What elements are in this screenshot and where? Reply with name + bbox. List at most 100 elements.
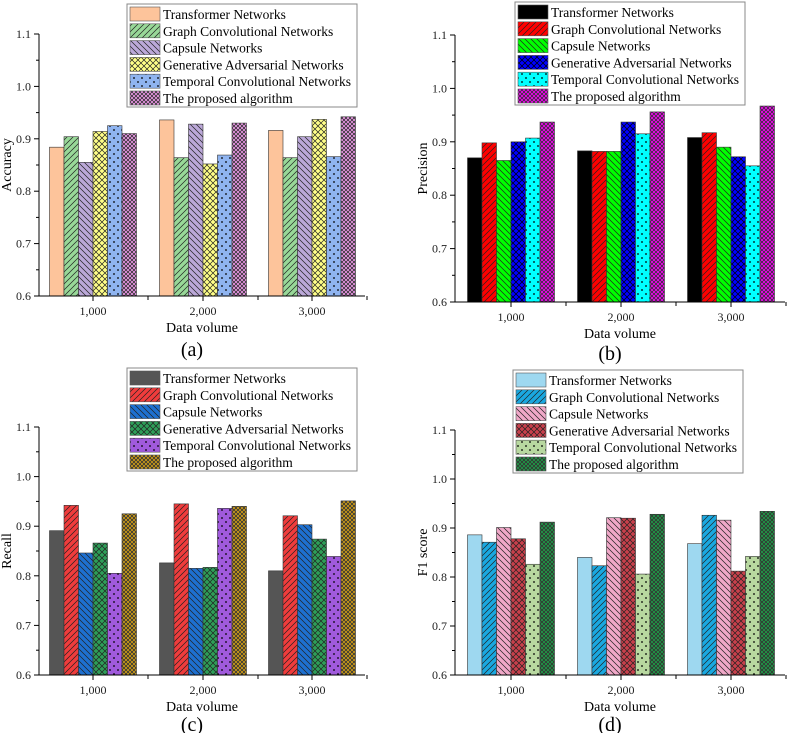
x-tick-label: 3,000 — [718, 310, 745, 324]
legend-swatch — [129, 387, 161, 403]
x-tick-label: 1,000 — [80, 304, 107, 318]
legend-entry: Temporal Convolutional Networks — [163, 74, 351, 89]
bar — [297, 524, 313, 676]
panel-label: (d) — [598, 714, 621, 733]
x-tick-label: 2,000 — [190, 304, 217, 318]
legend-entry: Transformer Networks — [551, 5, 674, 20]
bar — [496, 160, 512, 303]
legend-entry: Capsule Networks — [549, 407, 648, 422]
bar — [759, 105, 775, 303]
bar — [173, 157, 189, 297]
bar — [687, 543, 703, 676]
bar — [649, 513, 665, 676]
bar — [649, 111, 665, 303]
bar — [188, 568, 204, 676]
legend-swatch — [517, 71, 549, 87]
bar — [49, 530, 65, 676]
panel-b: 0.6 0.7 0.8 0.9 1.0 1.1 1,000 2,000 3,000 Data vo… — [416, 1, 787, 365]
y-axis-label: Precision — [416, 142, 431, 194]
y-tick-label: 1.0 — [432, 472, 447, 486]
x-tick-label: 2,000 — [608, 310, 635, 324]
bar — [620, 517, 636, 676]
x-axis-label: Data volume — [584, 327, 656, 342]
legend-swatch — [129, 90, 161, 106]
legend-entry: Transformer Networks — [549, 373, 672, 388]
x-axis-label: Data volume — [584, 700, 656, 715]
bar — [217, 508, 233, 676]
legend-entry: Transformer Networks — [163, 371, 286, 386]
bar — [620, 121, 636, 303]
bar — [730, 156, 746, 303]
legend-box — [126, 367, 358, 472]
legend-entry: Temporal Convolutional Networks — [551, 72, 739, 87]
legend-entry: Generative Adversarial Networks — [163, 421, 344, 436]
bar — [510, 538, 526, 676]
legend-swatch — [129, 370, 161, 386]
bar — [231, 122, 247, 297]
bar — [467, 157, 483, 303]
legend: Transformer Networks Graph Convolutional … — [514, 1, 746, 106]
bar — [268, 130, 284, 297]
legend: Transformer Networks Graph Convolutional … — [126, 367, 358, 472]
y-tick-label: 0.9 — [432, 135, 447, 149]
bar — [107, 125, 123, 297]
legend-box — [514, 1, 746, 106]
legend-entry: Temporal Convolutional Networks — [163, 438, 351, 453]
bar — [577, 150, 593, 303]
x-tick-label: 2,000 — [608, 683, 635, 697]
bar — [635, 573, 651, 676]
bar — [496, 527, 512, 676]
panel-label: (c) — [181, 714, 203, 733]
bar — [159, 119, 175, 297]
y-tick-label: 0.7 — [16, 237, 31, 251]
bar — [745, 556, 761, 676]
x-tick-label: 1,000 — [80, 683, 107, 697]
legend-box — [126, 3, 358, 108]
legend-entry: Capsule Networks — [551, 39, 650, 54]
y-tick-label: 1.1 — [16, 27, 31, 41]
legend-entry: The proposed algorithm — [551, 89, 681, 104]
bar — [173, 503, 189, 676]
bar — [121, 133, 137, 297]
legend-swatch — [517, 55, 549, 70]
y-tick-label: 1.1 — [432, 28, 447, 42]
legend-swatch — [517, 88, 549, 104]
bar — [701, 514, 717, 676]
legend-swatch — [129, 454, 161, 470]
bar — [121, 513, 137, 676]
y-tick-label: 1.0 — [432, 81, 447, 95]
y-tick-label: 0.9 — [16, 132, 31, 146]
bar — [78, 552, 94, 676]
y-tick-label: 0.6 — [432, 668, 447, 682]
legend-entry: Generative Adversarial Networks — [163, 57, 344, 72]
bar — [525, 563, 541, 676]
bar — [202, 567, 218, 676]
bar — [539, 521, 555, 676]
y-tick-label: 0.8 — [432, 570, 447, 584]
x-axis-label: Data volume — [166, 321, 238, 336]
legend-entry: Capsule Networks — [163, 405, 262, 420]
legend-swatch — [515, 456, 547, 472]
legend-swatch — [515, 423, 547, 438]
bar — [63, 505, 79, 676]
legend-entry: Generative Adversarial Networks — [549, 423, 730, 438]
x-tick-label: 3,000 — [299, 683, 326, 697]
bar — [107, 573, 123, 676]
legend-swatch — [129, 23, 161, 39]
panel-d: 0.6 0.7 0.8 0.9 1.0 1.1 1,000 2,000 3,000 Data vo… — [416, 369, 787, 733]
legend-entry: Capsule Networks — [163, 41, 262, 56]
bar — [311, 538, 327, 676]
bar — [231, 506, 247, 676]
bar — [78, 162, 94, 297]
legend-entry: Graph Convolutional Networks — [163, 24, 333, 39]
y-axis-label: Accuracy — [0, 138, 15, 192]
bar — [202, 163, 218, 297]
bar — [591, 565, 607, 676]
y-axis-label: F1 score — [416, 529, 431, 577]
legend-entry: Graph Convolutional Networks — [549, 390, 719, 405]
legend-entry: The proposed algorithm — [163, 455, 293, 470]
bar — [282, 515, 298, 676]
bar — [716, 146, 732, 303]
y-tick-label: 0.8 — [432, 188, 447, 202]
